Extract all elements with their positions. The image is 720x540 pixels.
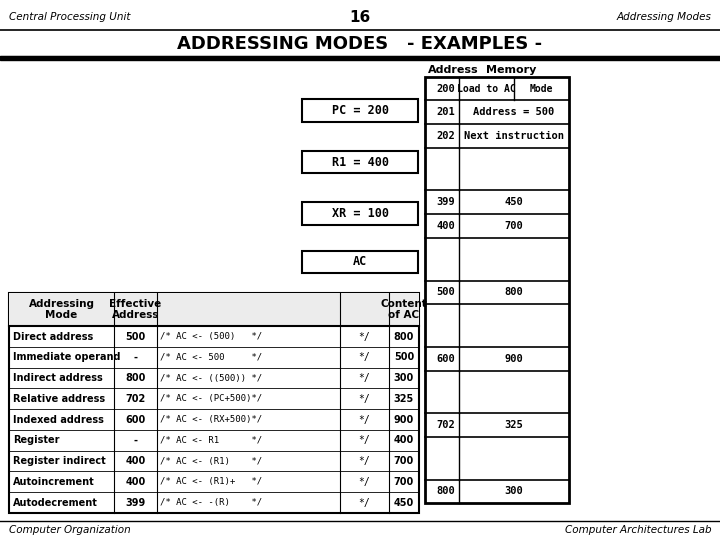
Bar [0, 56, 720, 60]
Text: 400: 400 [436, 221, 455, 231]
Text: 700: 700 [394, 477, 414, 487]
Text: Addressing Modes: Addressing Modes [616, 12, 711, 22]
Text: 500: 500 [436, 287, 455, 298]
Text: /* AC <- (500)   */: /* AC <- (500) */ [160, 332, 262, 341]
Text: 200: 200 [436, 84, 455, 93]
Text: XR = 100: XR = 100 [331, 207, 389, 220]
Text: /* AC <- (R1)    */: /* AC <- (R1) */ [160, 457, 262, 465]
Text: Immediate operand: Immediate operand [13, 352, 120, 362]
Text: 702: 702 [125, 394, 145, 404]
Bar [302, 202, 418, 225]
Text: Mode: Mode [530, 84, 553, 93]
Bar [9, 293, 419, 513]
Text: Indirect address: Indirect address [13, 373, 103, 383]
Text: /* AC <- -(R)    */: /* AC <- -(R) */ [160, 498, 262, 507]
Text: 600: 600 [125, 415, 145, 424]
Text: 450: 450 [505, 197, 523, 207]
Text: 201: 201 [436, 107, 455, 117]
Text: PC = 200: PC = 200 [331, 104, 389, 117]
Text: 399: 399 [125, 498, 145, 508]
Text: /* AC <- ((500)) */: /* AC <- ((500)) */ [160, 374, 262, 382]
Text: /* AC <- (R1)+   */: /* AC <- (R1)+ */ [160, 477, 262, 487]
Text: 900: 900 [394, 415, 414, 424]
Text: Computer Organization: Computer Organization [9, 525, 130, 535]
Text: 400: 400 [394, 435, 414, 445]
Text: 325: 325 [505, 420, 523, 430]
Bar [425, 77, 569, 503]
Text: Address: Address [428, 65, 479, 75]
Text: Effective
Address: Effective Address [109, 299, 161, 320]
Text: /* AC <- R1      */: /* AC <- R1 */ [160, 436, 262, 445]
Text: Autoincrement: Autoincrement [13, 477, 95, 487]
Text: 900: 900 [505, 354, 523, 364]
Text: Register: Register [13, 435, 60, 445]
Text: Load to AC: Load to AC [457, 84, 516, 93]
Text: 400: 400 [125, 456, 145, 466]
Text: Autodecrement: Autodecrement [13, 498, 98, 508]
Text: Relative address: Relative address [13, 394, 105, 404]
Text: Addressing
Mode: Addressing Mode [29, 299, 94, 320]
Text: 702: 702 [436, 420, 455, 430]
Text: 700: 700 [505, 221, 523, 231]
Text: Address = 500: Address = 500 [474, 107, 554, 117]
Text: Direct address: Direct address [13, 332, 93, 341]
Text: Central Processing Unit: Central Processing Unit [9, 12, 130, 22]
Text: */: */ [359, 415, 370, 424]
Text: /* AC <- (RX+500)*/: /* AC <- (RX+500)*/ [160, 415, 262, 424]
Text: 325: 325 [394, 394, 414, 404]
Text: */: */ [359, 477, 370, 487]
Text: 800: 800 [125, 373, 145, 383]
Bar [302, 251, 418, 273]
Text: Content
of AC: Content of AC [381, 299, 427, 320]
Text: R1 = 400: R1 = 400 [331, 156, 389, 168]
Text: */: */ [359, 332, 370, 341]
Text: 700: 700 [394, 456, 414, 466]
Text: */: */ [359, 373, 370, 383]
Text: */: */ [359, 498, 370, 508]
Text: ADDRESSING MODES   - EXAMPLES -: ADDRESSING MODES - EXAMPLES - [177, 35, 543, 53]
Text: */: */ [359, 435, 370, 445]
Text: -: - [133, 352, 138, 362]
Text: Register indirect: Register indirect [13, 456, 106, 466]
Text: Computer Architectures Lab: Computer Architectures Lab [564, 525, 711, 535]
Text: 16: 16 [349, 10, 371, 25]
Text: */: */ [359, 456, 370, 466]
Text: /* AC <- 500     */: /* AC <- 500 */ [160, 353, 262, 362]
Text: 202: 202 [436, 131, 455, 141]
Text: 500: 500 [394, 352, 414, 362]
Text: 800: 800 [394, 332, 414, 341]
Text: 399: 399 [436, 197, 455, 207]
Text: 600: 600 [436, 354, 455, 364]
Text: /* AC <- (PC+500)*/: /* AC <- (PC+500)*/ [160, 394, 262, 403]
Bar [302, 151, 418, 173]
Text: 500: 500 [125, 332, 145, 341]
Text: -: - [133, 435, 138, 445]
Bar [9, 293, 419, 326]
Text: 800: 800 [505, 287, 523, 298]
Text: 300: 300 [394, 373, 414, 383]
Text: */: */ [359, 394, 370, 404]
Text: 800: 800 [436, 487, 455, 496]
Bar [302, 99, 418, 122]
Text: AC: AC [353, 255, 367, 268]
Text: Indexed address: Indexed address [13, 415, 104, 424]
Text: Memory: Memory [486, 65, 536, 75]
Text: */: */ [359, 352, 370, 362]
Text: Next instruction: Next instruction [464, 131, 564, 141]
Text: 450: 450 [394, 498, 414, 508]
Text: 300: 300 [505, 487, 523, 496]
Text: 400: 400 [125, 477, 145, 487]
